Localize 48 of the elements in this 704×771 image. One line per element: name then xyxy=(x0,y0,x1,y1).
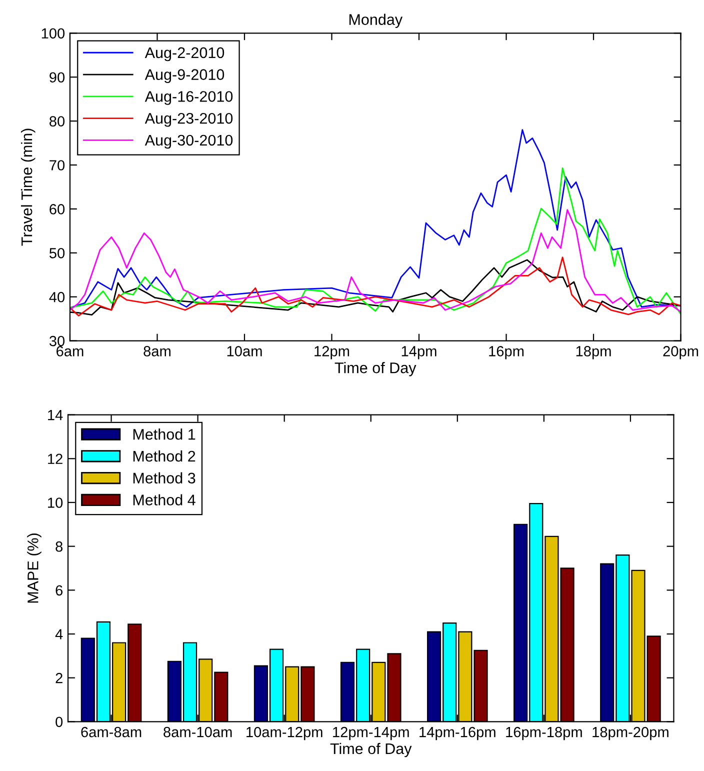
line-series xyxy=(70,209,681,312)
legend-label: Method 4 xyxy=(133,494,196,506)
y-axis-title: MAPE (%) xyxy=(27,534,42,603)
line-series xyxy=(70,167,681,315)
y-tick-label: 50 xyxy=(49,248,65,258)
y-tick-label: 90 xyxy=(50,72,65,83)
y-tick-label: 12 xyxy=(48,454,62,464)
y-tick-label: 100 xyxy=(42,28,65,39)
x-tick-label: 16pm xyxy=(489,346,524,360)
y-tick-label: 8 xyxy=(56,541,63,552)
x-tick-label: 8am xyxy=(144,346,170,356)
chart-title: Monday xyxy=(349,14,403,28)
x-axis-title: Time of Day xyxy=(334,362,416,376)
x-tick-label: 6am-8am xyxy=(81,726,142,738)
x-tick-label: 14pm-16pm xyxy=(420,726,496,740)
line-series xyxy=(70,129,681,309)
y-tick-label: 6 xyxy=(56,585,63,596)
legend-label: Method 1 xyxy=(133,428,196,440)
y-tick-label: 80 xyxy=(50,116,65,126)
legend-label: Method 2 xyxy=(133,450,196,462)
y-tick-label: 60 xyxy=(50,204,65,214)
x-tick-label: 20pm xyxy=(663,346,698,360)
x-axis-title: Time of Day xyxy=(330,742,412,758)
y-tick-label: 2 xyxy=(56,672,62,684)
y-axis-title: Travel Time (min) xyxy=(20,128,36,246)
legend-label: Aug-16-2010 xyxy=(144,91,233,105)
x-tick-label: 8am-10am xyxy=(164,726,232,738)
legend-label: Aug-2-2010 xyxy=(144,47,224,62)
y-tick-label: 30 xyxy=(49,336,65,346)
y-tick-label: 4 xyxy=(55,629,63,640)
x-tick-label: 12pm-14pm xyxy=(333,726,409,740)
x-tick-label: 14pm xyxy=(402,346,436,360)
y-tick-label: 10 xyxy=(48,498,63,508)
legend-label: Aug-23-2010 xyxy=(144,112,233,127)
x-tick-label: 10am xyxy=(227,346,262,356)
x-tick-label: 10am-12pm xyxy=(246,726,322,740)
y-tick-label: 70 xyxy=(50,160,65,170)
x-tick-label: 18pm-20pm xyxy=(592,726,668,740)
legend-label: Aug-9-2010 xyxy=(144,69,224,84)
y-tick-label: 40 xyxy=(49,292,65,302)
legend-label: Method 3 xyxy=(133,472,196,484)
x-tick-label: 6am xyxy=(56,346,84,356)
y-tick-label: 14 xyxy=(48,410,63,420)
x-tick-label: 18pm xyxy=(576,346,611,360)
x-tick-label: 12pm xyxy=(314,346,350,360)
x-tick-label: 16pm-18pm xyxy=(506,726,582,740)
legend-label: Aug-30-2010 xyxy=(144,134,233,149)
y-tick-label: 0 xyxy=(56,716,63,728)
